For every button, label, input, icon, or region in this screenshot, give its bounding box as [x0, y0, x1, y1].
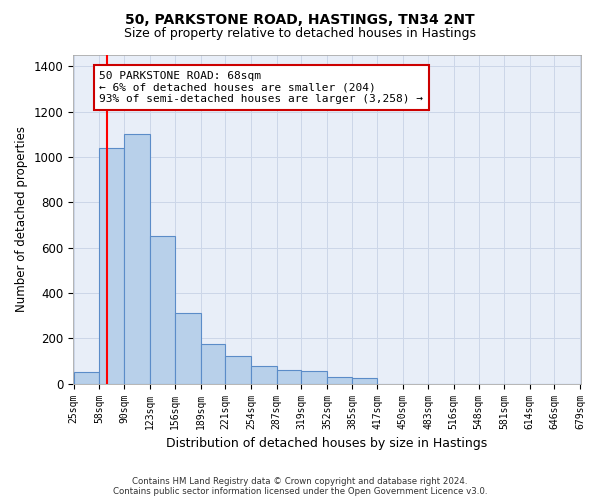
Bar: [251, 366, 277, 384]
Bar: [100, 148, 124, 384]
Text: 50, PARKSTONE ROAD, HASTINGS, TN34 2NT: 50, PARKSTONE ROAD, HASTINGS, TN34 2NT: [125, 12, 475, 26]
Bar: [327, 377, 352, 384]
Bar: [149, 236, 175, 384]
Text: Size of property relative to detached houses in Hastings: Size of property relative to detached ho…: [124, 28, 476, 40]
Bar: [277, 370, 301, 384]
Bar: [124, 134, 149, 384]
Bar: [301, 371, 327, 384]
Text: Contains HM Land Registry data © Crown copyright and database right 2024.: Contains HM Land Registry data © Crown c…: [132, 477, 468, 486]
Y-axis label: Number of detached properties: Number of detached properties: [15, 126, 28, 312]
Bar: [201, 344, 226, 384]
Bar: [74, 372, 100, 384]
Bar: [352, 378, 377, 384]
X-axis label: Distribution of detached houses by size in Hastings: Distribution of detached houses by size …: [166, 437, 487, 450]
Bar: [226, 356, 251, 384]
Text: Contains public sector information licensed under the Open Government Licence v3: Contains public sector information licen…: [113, 487, 487, 496]
Text: 50 PARKSTONE ROAD: 68sqm
← 6% of detached houses are smaller (204)
93% of semi-d: 50 PARKSTONE ROAD: 68sqm ← 6% of detache…: [100, 71, 424, 104]
Bar: [175, 314, 201, 384]
